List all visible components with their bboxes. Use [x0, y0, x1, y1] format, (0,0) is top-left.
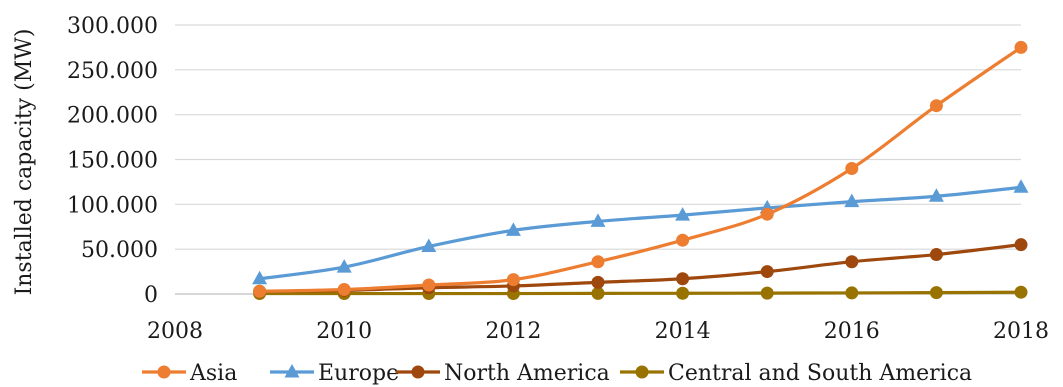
- data-point-asia: [337, 283, 351, 297]
- legend-marker: [284, 364, 300, 378]
- data-point-europe: [336, 259, 352, 273]
- data-point-asia: [422, 278, 436, 292]
- data-point-central-and-south-america: [591, 286, 605, 300]
- data-point-europe: [1013, 179, 1029, 193]
- data-point-north-america: [760, 265, 774, 279]
- legend-label: Europe: [318, 361, 399, 386]
- data-point-europe: [590, 213, 606, 227]
- legend-marker: [411, 365, 425, 379]
- x-tick-label: 2018: [993, 319, 1049, 344]
- y-tick-label: 300.000: [67, 14, 158, 39]
- legend-item-central-and-south-america: Central and South America: [620, 361, 972, 386]
- y-tick-label: 100.000: [67, 193, 158, 218]
- x-tick-label: 2008: [147, 319, 203, 344]
- series-line-asia: [259, 46, 1022, 293]
- legend-marker: [635, 365, 649, 379]
- data-point-europe: [675, 207, 691, 221]
- x-tick-label: 2014: [655, 319, 711, 344]
- y-tick-label: 200.000: [67, 104, 158, 129]
- data-point-europe: [252, 270, 268, 285]
- data-point-north-america: [845, 255, 859, 269]
- y-axis-ticks: 0 50.000 100.000 150.000 200.000 250.000 300.0…: [67, 14, 158, 308]
- legend-item-europe: Europe: [270, 361, 399, 386]
- data-point-central-and-south-america: [676, 286, 690, 300]
- y-tick-label: 50.000: [81, 238, 158, 263]
- data-point-asia: [676, 233, 690, 247]
- legend-label: North America: [444, 361, 610, 386]
- legend-marker: [157, 365, 171, 379]
- data-point-asia: [929, 99, 943, 113]
- data-point-asia: [506, 273, 520, 287]
- series-lines: [252, 40, 1029, 301]
- data-point-north-america: [676, 272, 690, 286]
- y-axis-title: Installed capacity (MW): [12, 29, 37, 296]
- data-point-central-and-south-america: [1014, 285, 1028, 299]
- data-point-europe: [928, 188, 944, 202]
- y-tick-label: 250.000: [67, 59, 158, 84]
- x-tick-label: 2016: [824, 319, 880, 344]
- data-point-europe: [421, 238, 437, 252]
- x-axis-ticks: 2008 2010 2012 2014 2016 2018: [147, 319, 1049, 344]
- data-point-north-america: [591, 275, 605, 289]
- data-point-north-america: [1014, 238, 1028, 252]
- data-point-asia: [591, 255, 605, 269]
- x-tick-label: 2010: [316, 319, 372, 344]
- y-tick-label: 0: [144, 283, 158, 308]
- data-point-europe: [505, 222, 521, 236]
- data-point-central-and-south-america: [845, 286, 859, 300]
- data-point-asia: [1014, 40, 1028, 54]
- data-point-asia: [253, 284, 267, 298]
- data-point-asia: [845, 161, 859, 175]
- series-asia: [253, 40, 1028, 298]
- data-point-asia: [760, 207, 774, 221]
- x-tick-label: 2012: [485, 319, 541, 344]
- data-point-north-america: [929, 248, 943, 262]
- gridlines: [175, 24, 1021, 295]
- data-point-central-and-south-america: [760, 286, 774, 300]
- legend-label: Central and South America: [668, 361, 972, 386]
- data-point-central-and-south-america: [929, 286, 943, 300]
- data-point-europe: [844, 193, 860, 208]
- series-line-north-america: [259, 243, 1022, 293]
- legend-item-asia: Asia: [142, 361, 237, 386]
- series-line-europe: [259, 185, 1022, 281]
- legend: Asia Europe North America Central and South…: [142, 361, 972, 386]
- series-europe: [252, 179, 1029, 285]
- y-tick-label: 150.000: [67, 149, 158, 174]
- legend-label: Asia: [189, 361, 237, 386]
- series-line-central-and-south-america: [259, 290, 1022, 296]
- legend-item-north-america: North America: [396, 361, 610, 386]
